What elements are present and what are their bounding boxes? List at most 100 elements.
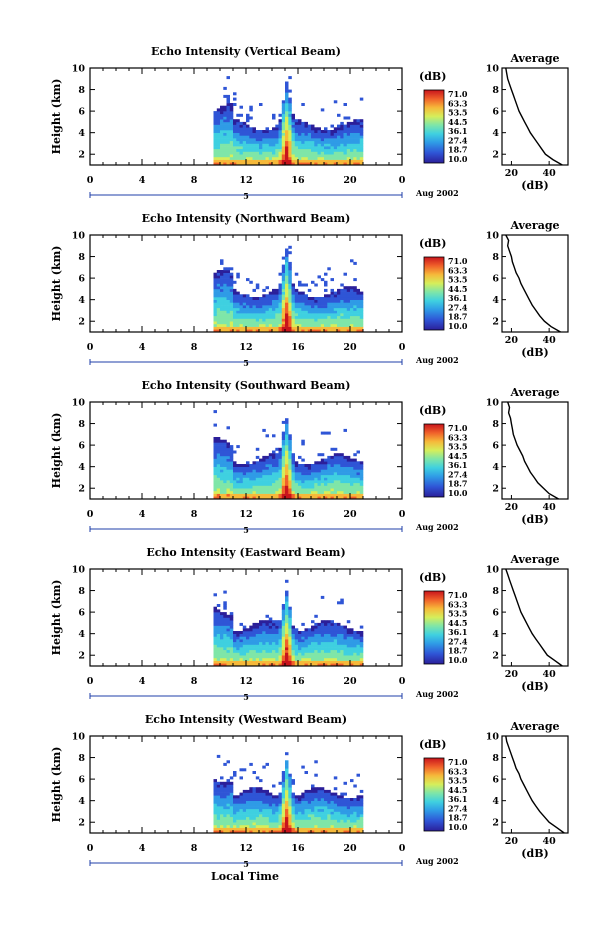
heatmap-cell [356, 151, 360, 155]
heatmap-cell [311, 313, 315, 317]
heatmap-cell [294, 288, 299, 292]
heatmap-cell [353, 127, 357, 131]
heatmap-cell [229, 776, 234, 780]
heatmap-cell [246, 803, 250, 807]
heatmap-cell [216, 474, 221, 478]
heatmap-cell [272, 135, 276, 139]
heatmap-cell [220, 151, 224, 155]
heatmap-cell [337, 657, 341, 661]
heatmap-cell [333, 148, 338, 152]
heatmap-cell [216, 119, 221, 123]
heatmap-cell [259, 302, 263, 306]
heatmap-cell [239, 776, 243, 780]
heatmap-cell [265, 469, 269, 473]
heatmap-cell [353, 286, 357, 290]
heatmap-cell [213, 480, 217, 484]
heatmap-cell [320, 652, 325, 656]
heatmap-cell [346, 291, 351, 295]
heatmap-cell [314, 787, 318, 791]
heatmap-cell [262, 649, 266, 653]
heatmap-cell [301, 633, 305, 637]
heatmap-cell [281, 641, 286, 645]
heatmap-cell [223, 315, 227, 319]
heatmap-cell [246, 822, 250, 826]
heatmap-cell [298, 824, 302, 828]
heatmap-cell [301, 493, 305, 497]
heatmap-cell [288, 270, 292, 273]
heatmap-cell [213, 447, 217, 451]
heatmap-cell [220, 628, 224, 632]
heatmap-cell [213, 154, 217, 158]
heatmap-cell [275, 625, 279, 629]
heatmap-cell [252, 466, 256, 470]
heatmap-cell [272, 453, 276, 457]
y-tick-label: 4 [78, 128, 85, 139]
heatmap-cell [291, 798, 295, 801]
heatmap-cell [259, 461, 263, 465]
heatmap-cell [213, 647, 217, 651]
heatmap-cell [285, 140, 289, 144]
x-tick-label: 4 [139, 843, 146, 854]
heatmap-cell [288, 299, 292, 303]
heatmap-cell [223, 326, 227, 330]
heatmap-cell [330, 323, 334, 327]
heatmap-cell [268, 795, 273, 799]
heatmap-cell [356, 811, 360, 815]
heatmap-cell [226, 798, 230, 801]
heatmap-cell [220, 278, 224, 282]
heatmap-cell [350, 154, 354, 158]
heatmap-cell [229, 652, 234, 656]
heatmap-cell [220, 827, 224, 831]
heatmap-cell [330, 620, 334, 624]
heatmap-cell [294, 469, 299, 473]
heatmap-cell [307, 480, 312, 484]
heatmap-cell [359, 647, 364, 651]
heatmap-cell [324, 458, 328, 462]
x-tick-label: 0 [399, 509, 406, 520]
heatmap-cell [229, 326, 234, 330]
heatmap-cell [288, 811, 292, 815]
heatmap-cell [346, 305, 351, 309]
heatmap-cell [288, 97, 292, 101]
heatmap-cell [272, 154, 276, 158]
heatmap-cell [229, 639, 234, 643]
heatmap-cell [311, 480, 315, 484]
heatmap-cell [320, 787, 325, 791]
heatmap-cell [233, 307, 237, 311]
heatmap-cell [314, 156, 318, 160]
heatmap-cell [249, 132, 253, 136]
heatmap-cell [314, 318, 318, 322]
heatmap-cell [223, 121, 227, 125]
heatmap-cell [229, 450, 234, 454]
colorbar-tick-label: 71.0 [448, 757, 468, 767]
heatmap-cell [229, 655, 234, 659]
heatmap-cell [223, 272, 227, 276]
heatmap-cell [285, 272, 289, 276]
heatmap-cell [259, 779, 263, 783]
heatmap-cell [356, 294, 360, 298]
heatmap-cell [346, 132, 351, 136]
heatmap-cell [216, 798, 221, 801]
heatmap-cell [333, 156, 338, 160]
heatmap-cell [281, 819, 286, 823]
heatmap-cell [278, 318, 282, 322]
heatmap-cell [255, 819, 260, 823]
heatmap-cell [301, 326, 305, 330]
heatmap-cell [220, 305, 224, 309]
heatmap-cell [233, 485, 237, 489]
heatmap-cell [343, 493, 347, 497]
heatmap-cell [330, 288, 334, 292]
heatmap-cell [333, 657, 338, 661]
heatmap-cell [226, 779, 230, 783]
heatmap-cell [213, 121, 217, 125]
heatmap-cell [268, 636, 273, 640]
heatmap-cell [223, 321, 227, 325]
heatmap-cell [268, 474, 273, 478]
heatmap-cell [327, 482, 331, 486]
heatmap-cell [285, 321, 289, 325]
heatmap-cell [324, 135, 328, 139]
heatmap-cell [275, 811, 279, 815]
heatmap-cell [337, 472, 341, 476]
heatmap-cell [317, 795, 321, 799]
heatmap-cell [262, 469, 266, 473]
